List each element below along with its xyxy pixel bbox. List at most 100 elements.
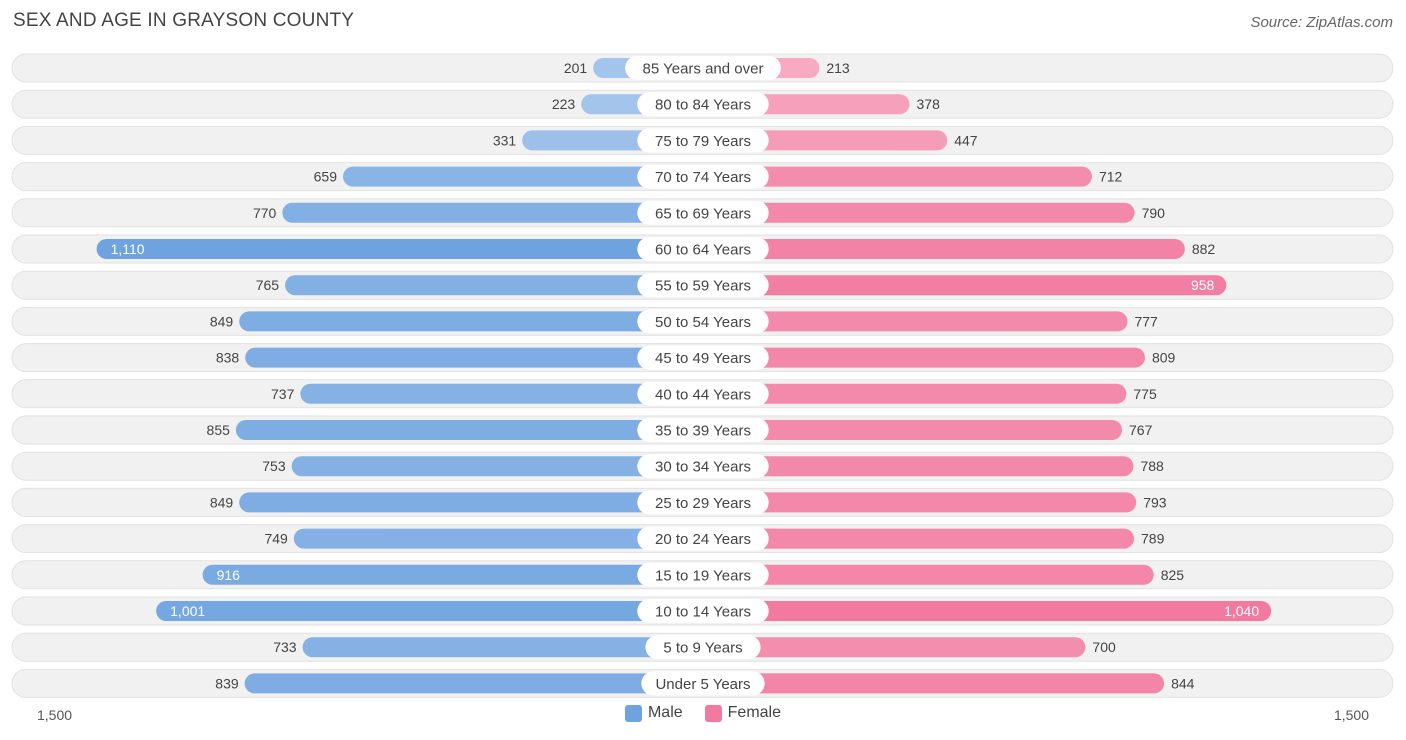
legend-label-female: Female bbox=[727, 704, 782, 721]
female-value-label: 825 bbox=[1161, 567, 1185, 583]
category-label-pill bbox=[637, 128, 769, 153]
category-label-pill bbox=[637, 273, 769, 298]
legend: Male Female bbox=[0, 704, 1406, 722]
category-label-pill bbox=[637, 92, 769, 117]
female-value-label: 788 bbox=[1140, 458, 1164, 474]
category-label-pill bbox=[637, 309, 769, 334]
category-label-pill bbox=[637, 381, 769, 406]
category-label-pill bbox=[637, 345, 769, 370]
category-label: 35 to 39 Years bbox=[655, 423, 751, 440]
category-label-pill bbox=[637, 490, 769, 515]
female-value-label: 767 bbox=[1129, 422, 1153, 438]
category-label-pill bbox=[637, 200, 769, 225]
male-bar bbox=[244, 673, 703, 694]
category-label: 30 to 34 Years bbox=[655, 459, 751, 476]
female-value-label: 809 bbox=[1152, 350, 1176, 366]
male-bar bbox=[96, 239, 704, 259]
male-value-label: 331 bbox=[493, 132, 517, 148]
male-value-label: 201 bbox=[564, 60, 588, 76]
category-label: 75 to 79 Years bbox=[655, 133, 751, 150]
male-value-label: 839 bbox=[215, 675, 239, 691]
female-bar bbox=[703, 202, 1135, 223]
chart-source: Source: ZipAtlas.com bbox=[1250, 14, 1393, 31]
female-bar bbox=[703, 564, 1154, 585]
female-value-label: 378 bbox=[917, 96, 941, 112]
male-value-label: 659 bbox=[314, 169, 338, 185]
axis-label-right: 1,500 bbox=[1333, 707, 1369, 723]
female-value-label: 844 bbox=[1171, 675, 1195, 691]
female-value-label: 213 bbox=[826, 60, 850, 76]
population-pyramid-chart: 201 213 85 Years and over 223 378 80 to 84 Ye… bbox=[11, 53, 1394, 698]
female-value-label: 777 bbox=[1134, 313, 1158, 329]
male-bar bbox=[302, 637, 703, 658]
category-label: 50 to 54 Years bbox=[655, 314, 751, 331]
category-label: 80 to 84 Years bbox=[655, 97, 751, 114]
male-value-label: 849 bbox=[210, 313, 234, 329]
female-bar bbox=[703, 275, 1227, 296]
male-value-label: 737 bbox=[271, 386, 295, 402]
axis-label-left: 1,500 bbox=[37, 707, 73, 723]
legend-swatch-female bbox=[704, 704, 722, 722]
category-label: 20 to 24 Years bbox=[655, 531, 751, 548]
male-value-label: 855 bbox=[207, 422, 231, 438]
female-bar bbox=[703, 528, 1135, 549]
category-label-pill bbox=[637, 237, 769, 261]
category-label: 60 to 64 Years bbox=[655, 242, 751, 259]
female-bar bbox=[703, 420, 1123, 440]
category-label-pill bbox=[637, 599, 769, 623]
male-value-label: 753 bbox=[262, 458, 286, 474]
male-value-label: 1,001 bbox=[170, 603, 205, 619]
category-label: 70 to 74 Years bbox=[655, 169, 751, 186]
category-label: 40 to 44 Years bbox=[655, 386, 751, 403]
male-bar bbox=[342, 166, 703, 187]
category-label-pill bbox=[637, 418, 769, 442]
female-value-label: 882 bbox=[1192, 241, 1216, 257]
male-bar bbox=[282, 202, 703, 223]
category-label: 55 to 59 Years bbox=[655, 278, 751, 295]
category-label: Under 5 Years bbox=[655, 676, 750, 693]
male-bar bbox=[239, 492, 704, 513]
category-label: 65 to 69 Years bbox=[655, 205, 751, 222]
male-value-label: 770 bbox=[253, 205, 277, 221]
chart-title: SEX AND AGE IN GRAYSON COUNTY bbox=[13, 10, 355, 31]
female-value-label: 712 bbox=[1099, 169, 1123, 185]
female-value-label: 790 bbox=[1142, 205, 1166, 221]
male-value-label: 749 bbox=[264, 531, 288, 547]
legend-item-female[interactable]: Female bbox=[704, 704, 782, 722]
female-bar bbox=[703, 383, 1127, 404]
legend-item-male[interactable]: Male bbox=[624, 704, 683, 722]
male-value-label: 838 bbox=[216, 350, 240, 366]
male-bar bbox=[235, 420, 703, 440]
female-value-label: 1,040 bbox=[1224, 603, 1259, 619]
female-bar bbox=[703, 601, 1272, 621]
male-bar bbox=[285, 275, 703, 296]
category-label: 25 to 29 Years bbox=[655, 495, 751, 512]
female-bar bbox=[703, 673, 1165, 694]
female-value-label: 447 bbox=[954, 132, 978, 148]
female-bar bbox=[703, 347, 1145, 368]
male-bar bbox=[245, 347, 703, 368]
male-bar bbox=[239, 311, 704, 332]
category-label: 85 Years and over bbox=[643, 61, 764, 78]
female-bar bbox=[703, 166, 1092, 187]
category-label-pill bbox=[637, 562, 769, 587]
female-value-label: 700 bbox=[1092, 639, 1116, 655]
female-bar bbox=[703, 311, 1128, 332]
category-label-pill bbox=[637, 164, 769, 189]
male-value-label: 916 bbox=[217, 567, 241, 583]
category-label-pill bbox=[645, 635, 761, 660]
female-value-label: 958 bbox=[1191, 277, 1215, 293]
category-label: 15 to 19 Years bbox=[655, 567, 751, 584]
category-label: 5 to 9 Years bbox=[663, 640, 742, 657]
category-label-pill bbox=[641, 671, 765, 696]
female-value-label: 775 bbox=[1133, 386, 1157, 402]
category-label-pill bbox=[637, 454, 769, 479]
female-bar bbox=[703, 456, 1134, 477]
male-bar bbox=[156, 601, 704, 621]
male-value-label: 765 bbox=[256, 277, 280, 293]
category-label: 45 to 49 Years bbox=[655, 350, 751, 367]
male-bar bbox=[291, 456, 703, 477]
category-label-pill bbox=[625, 56, 781, 80]
male-value-label: 733 bbox=[273, 639, 297, 655]
male-value-label: 849 bbox=[210, 494, 234, 510]
